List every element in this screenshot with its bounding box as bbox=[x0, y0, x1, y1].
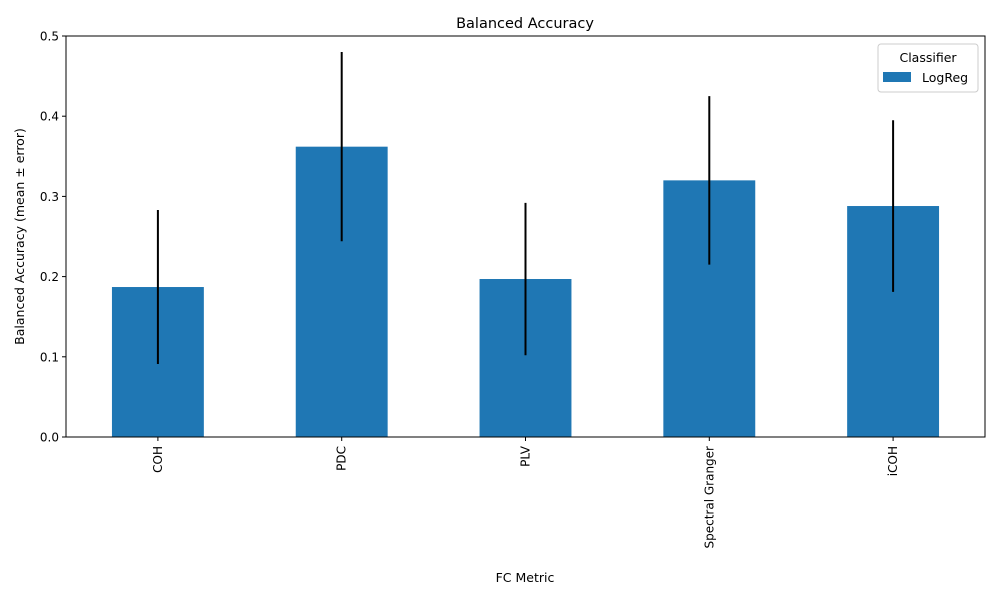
y-tick-label: 0.5 bbox=[40, 30, 59, 44]
x-tick-label-plv: PLV bbox=[519, 445, 533, 467]
legend-label-logreg: LogReg bbox=[922, 70, 968, 85]
legend-title: Classifier bbox=[899, 50, 957, 65]
x-axis-label: FC Metric bbox=[496, 570, 555, 585]
x-axis-ticks: COH PDC PLV Spectral Granger iCOH bbox=[151, 437, 900, 548]
chart-title: Balanced Accuracy bbox=[456, 16, 594, 32]
x-tick-label-icoh: iCOH bbox=[886, 446, 900, 476]
error-bars-layer bbox=[156, 52, 895, 365]
y-tick-label: 0.1 bbox=[40, 350, 59, 364]
x-tick-label-coh: COH bbox=[151, 446, 165, 473]
y-tick-label: 0.0 bbox=[40, 431, 59, 445]
y-tick-label: 0.3 bbox=[40, 190, 59, 204]
legend-swatch-logreg bbox=[883, 72, 911, 82]
y-axis-label: Balanced Accuracy (mean ± error) bbox=[12, 128, 27, 345]
x-tick-label-pdc: PDC bbox=[335, 446, 349, 471]
y-tick-label: 0.2 bbox=[40, 270, 59, 284]
y-axis-ticks: 0.0 0.1 0.2 0.3 0.4 0.5 bbox=[40, 30, 66, 445]
legend: Classifier LogReg bbox=[877, 43, 979, 93]
x-tick-label-spectral-granger: Spectral Granger bbox=[702, 446, 716, 549]
y-tick-label: 0.4 bbox=[40, 110, 59, 124]
